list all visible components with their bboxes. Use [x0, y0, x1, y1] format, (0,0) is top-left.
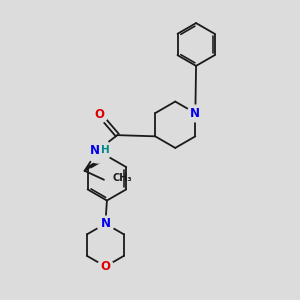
- Text: N: N: [90, 143, 100, 157]
- Text: CH₃: CH₃: [112, 173, 132, 183]
- Text: H: H: [101, 145, 110, 155]
- Text: N: N: [190, 106, 200, 120]
- Text: O: O: [94, 108, 104, 121]
- Text: N: N: [100, 217, 110, 230]
- Text: O: O: [100, 260, 110, 273]
